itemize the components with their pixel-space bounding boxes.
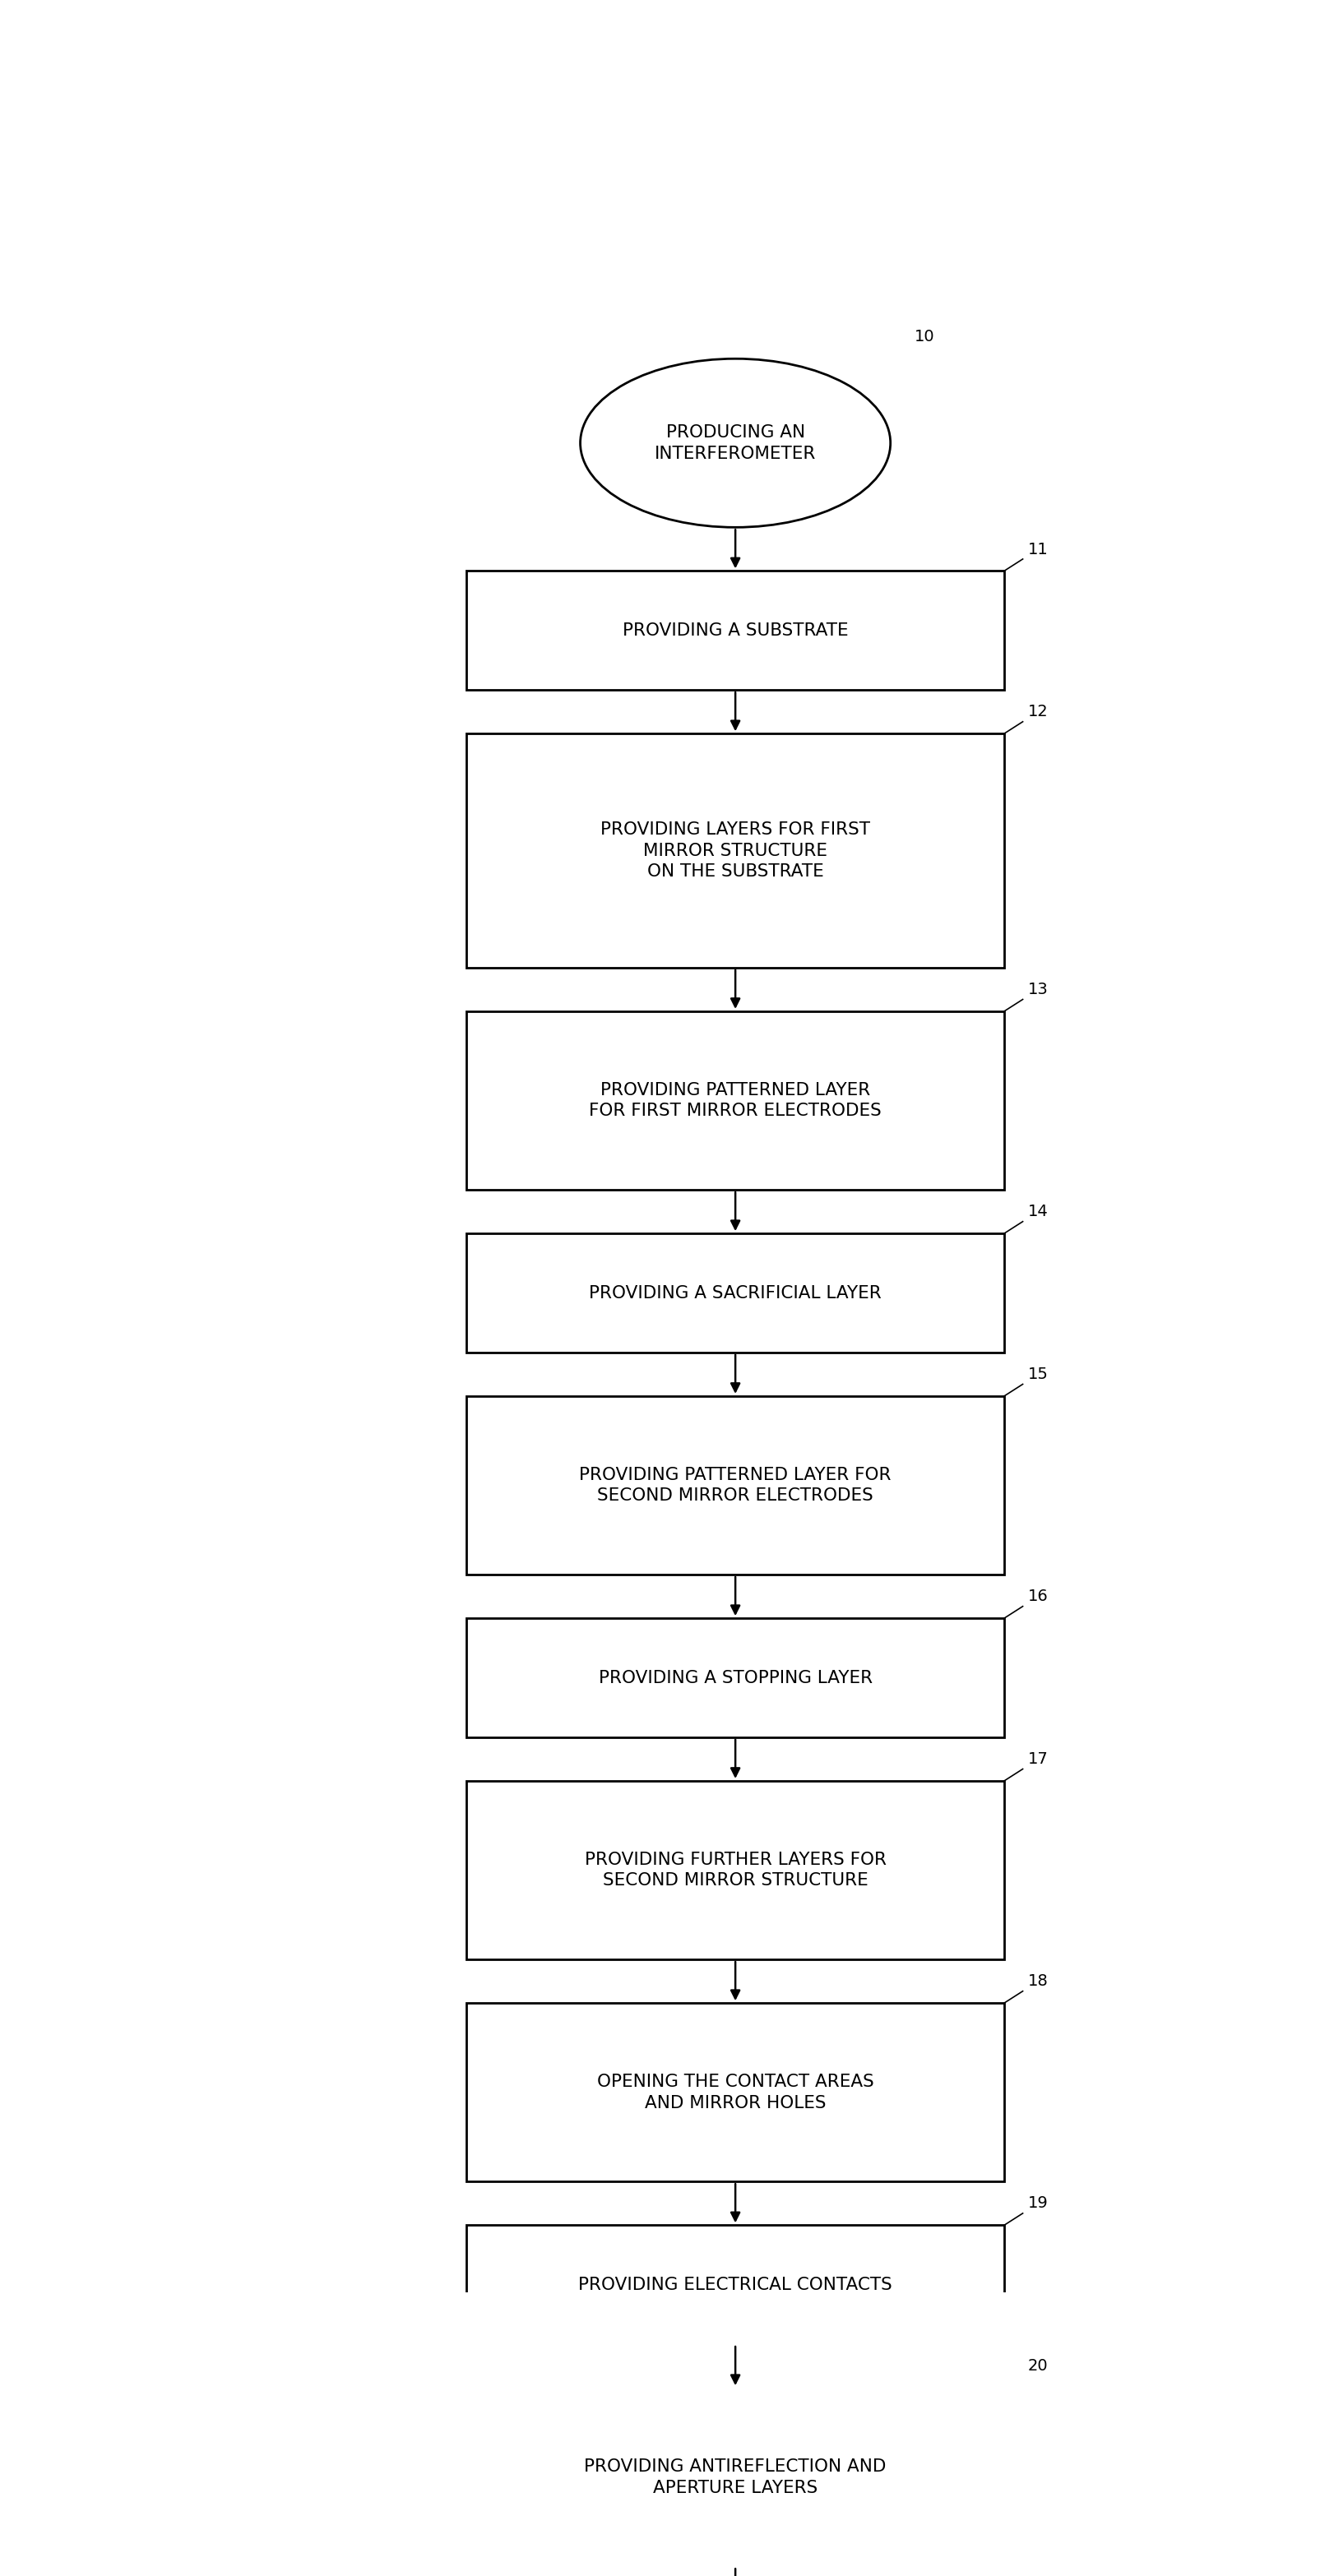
Text: 19: 19 [1029, 2195, 1049, 2210]
Bar [467, 2226, 1005, 2344]
Bar [467, 2004, 1005, 2182]
Text: PROVIDING PATTERNED LAYER
FOR FIRST MIRROR ELECTRODES: PROVIDING PATTERNED LAYER FOR FIRST MIRR… [590, 1082, 882, 1121]
Bar [467, 734, 1005, 969]
Text: OPENING THE CONTACT AREAS
AND MIRROR HOLES: OPENING THE CONTACT AREAS AND MIRROR HOL… [596, 2074, 874, 2112]
Text: 13: 13 [1029, 981, 1049, 997]
Text: 12: 12 [1029, 703, 1049, 719]
Text: PROVIDING A SUBSTRATE: PROVIDING A SUBSTRATE [623, 623, 848, 639]
Text: PROVIDING ANTIREFLECTION AND
APERTURE LAYERS: PROVIDING ANTIREFLECTION AND APERTURE LA… [584, 2458, 886, 2496]
Text: 11: 11 [1029, 541, 1049, 556]
Text: 15: 15 [1029, 1368, 1049, 1383]
Ellipse shape [580, 358, 891, 528]
Text: PROVIDING LAYERS FOR FIRST
MIRROR STRUCTURE
ON THE SUBSTRATE: PROVIDING LAYERS FOR FIRST MIRROR STRUCT… [600, 822, 870, 881]
Text: PROVIDING A SACRIFICIAL LAYER: PROVIDING A SACRIFICIAL LAYER [590, 1285, 882, 1301]
Text: 18: 18 [1029, 1973, 1049, 1989]
Bar [467, 2388, 1005, 2566]
Text: 10: 10 [914, 330, 935, 345]
Bar [467, 1012, 1005, 1190]
Bar [467, 1618, 1005, 1736]
Text: PROVIDING FURTHER LAYERS FOR
SECOND MIRROR STRUCTURE: PROVIDING FURTHER LAYERS FOR SECOND MIRR… [584, 1852, 886, 1888]
Text: 20: 20 [1029, 2360, 1049, 2375]
Bar [467, 1234, 1005, 1352]
Bar [467, 572, 1005, 690]
Text: 17: 17 [1029, 1752, 1049, 1767]
Text: 14: 14 [1029, 1203, 1049, 1218]
Text: PROVIDING ELECTRICAL CONTACTS: PROVIDING ELECTRICAL CONTACTS [579, 2277, 892, 2293]
Text: PRODUCING AN
INTERFEROMETER: PRODUCING AN INTERFEROMETER [655, 425, 816, 461]
Text: PROVIDING PATTERNED LAYER FOR
SECOND MIRROR ELECTRODES: PROVIDING PATTERNED LAYER FOR SECOND MIR… [579, 1466, 891, 1504]
Bar [467, 1780, 1005, 1960]
Text: 16: 16 [1029, 1589, 1049, 1605]
Bar [467, 1396, 1005, 1574]
Text: PROVIDING A STOPPING LAYER: PROVIDING A STOPPING LAYER [599, 1669, 872, 1685]
